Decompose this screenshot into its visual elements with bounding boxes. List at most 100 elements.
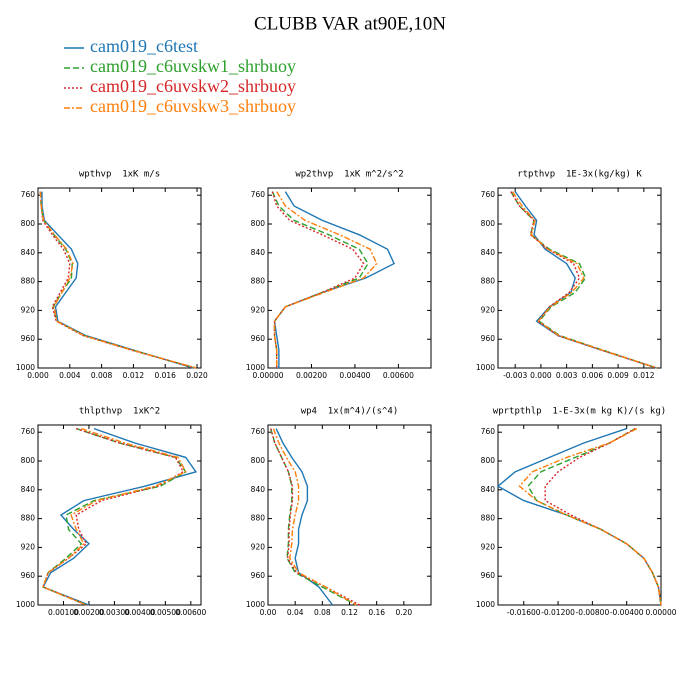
x-tick-label: 0.12 [341,608,358,617]
plot-frame [497,187,662,369]
x-tick-label: 0.012 [123,371,145,380]
x-tick-label: 0.003 [556,371,578,380]
x-tick-label: 0.020 [186,371,208,380]
y-tick-label: 960 [481,334,496,343]
y-tick-label: 760 [251,190,266,199]
y-tick-label: 760 [251,427,266,436]
y-tick-label: 1000 [246,363,265,372]
profile-line [42,427,198,606]
x-tick-label: 0.08 [314,608,331,617]
y-tick-label: 960 [21,571,36,580]
panel-title: wpthvp 1xK m/s [79,170,160,180]
y-tick-label: 960 [481,571,496,580]
y-tick-label: 880 [251,277,266,286]
y-tick-label: 800 [481,456,496,465]
x-tick-label: 0.00600 [175,608,206,617]
y-tick-label: 840 [21,248,36,257]
y-tick-label: 800 [481,219,496,228]
x-tick-label: 0.00100 [48,608,79,617]
x-tick-label: -0.01600 [507,608,541,617]
x-tick-label: 0.008 [91,371,113,380]
x-tick-label: 0.04 [287,608,304,617]
profile-line [511,191,657,369]
profile-line [41,191,194,369]
plot-frame [497,424,662,606]
profile-line [544,427,662,606]
y-tick-label: 760 [21,190,36,199]
x-tick-label: 0.012 [633,371,655,380]
y-tick-label: 920 [251,542,266,551]
y-tick-label: 880 [251,514,266,523]
y-tick-label: 920 [21,305,36,314]
y-tick-label: 840 [21,485,36,494]
panel-title: wp2thvp 1xK m^2/s^2 [295,170,403,180]
y-tick-label: 920 [481,542,496,551]
plot-frame [267,187,432,369]
y-tick-label: 920 [481,305,496,314]
profile-line [272,428,357,606]
x-tick-label: 0.00600 [383,371,414,380]
y-tick-label: 880 [21,277,36,286]
x-tick-label: -0.00800 [576,608,610,617]
panel-title: thlpthvp 1xK^2 [79,407,160,417]
legend-label: cam019_c6uvskw2_shrbuoy [90,76,296,96]
panel-title: rtpthvp 1E-3x(kg/kg) K [517,170,642,180]
y-tick-label: 1000 [16,363,35,372]
x-tick-label: 0.00200 [296,371,327,380]
y-tick-label: 1000 [16,600,35,609]
x-tick-label: 0.00200 [73,608,104,617]
x-tick-label: 0.00000 [645,608,676,617]
profile-line [527,427,662,606]
x-tick-label: 0.16 [368,608,385,617]
x-tick-label: 0.00000 [252,371,283,380]
plot-frame [267,424,432,606]
profile-line [518,427,662,606]
y-tick-label: 760 [481,427,496,436]
profile-line [273,191,378,368]
profile-line [39,191,196,369]
x-tick-label: 0.00 [260,608,277,617]
profile-line [39,191,197,369]
panel-title: wprtpthlp 1-E-3x(m kg K)/(s kg) [493,407,666,417]
x-tick-label: 0.00400 [339,371,370,380]
y-tick-label: 960 [21,334,36,343]
y-tick-label: 800 [251,456,266,465]
y-tick-label: 800 [21,456,36,465]
x-tick-label: -0.00400 [610,608,644,617]
profile-line [39,191,196,369]
y-tick-label: 760 [481,190,496,199]
y-tick-label: 960 [251,334,266,343]
profile-line [514,191,657,369]
x-tick-label: 0.00500 [150,608,181,617]
y-tick-label: 920 [251,305,266,314]
y-tick-label: 960 [251,571,266,580]
x-tick-label: 0.20 [395,608,412,617]
y-tick-label: 840 [481,248,496,257]
x-tick-label: 0.016 [154,371,176,380]
profile-line [496,427,662,606]
y-tick-label: 1000 [246,600,265,609]
legend-label: cam019_c6uvskw1_shrbuoy [90,56,296,76]
y-tick-label: 1000 [476,363,495,372]
legend-label: cam019_c6test [90,36,198,56]
y-tick-label: 880 [481,277,496,286]
y-tick-label: 1000 [476,600,495,609]
y-tick-label: 800 [251,219,266,228]
y-tick-label: 800 [21,219,36,228]
y-tick-label: 840 [481,485,496,494]
y-tick-label: 760 [21,427,36,436]
y-tick-label: 840 [251,248,266,257]
x-tick-label: 0.000 [27,371,49,380]
x-tick-label: -0.01200 [541,608,575,617]
plot-frame [37,187,202,369]
profile-line [270,428,357,606]
y-tick-label: 880 [21,514,36,523]
profile-line [273,191,395,368]
x-tick-label: 0.006 [582,371,604,380]
x-tick-label: 0.009 [607,371,629,380]
profile-line [270,428,361,606]
page-title: CLUBB VAR at90E,10N [254,13,446,34]
plot-frame [37,424,202,606]
y-tick-label: 840 [251,485,266,494]
profile-line [271,191,369,368]
